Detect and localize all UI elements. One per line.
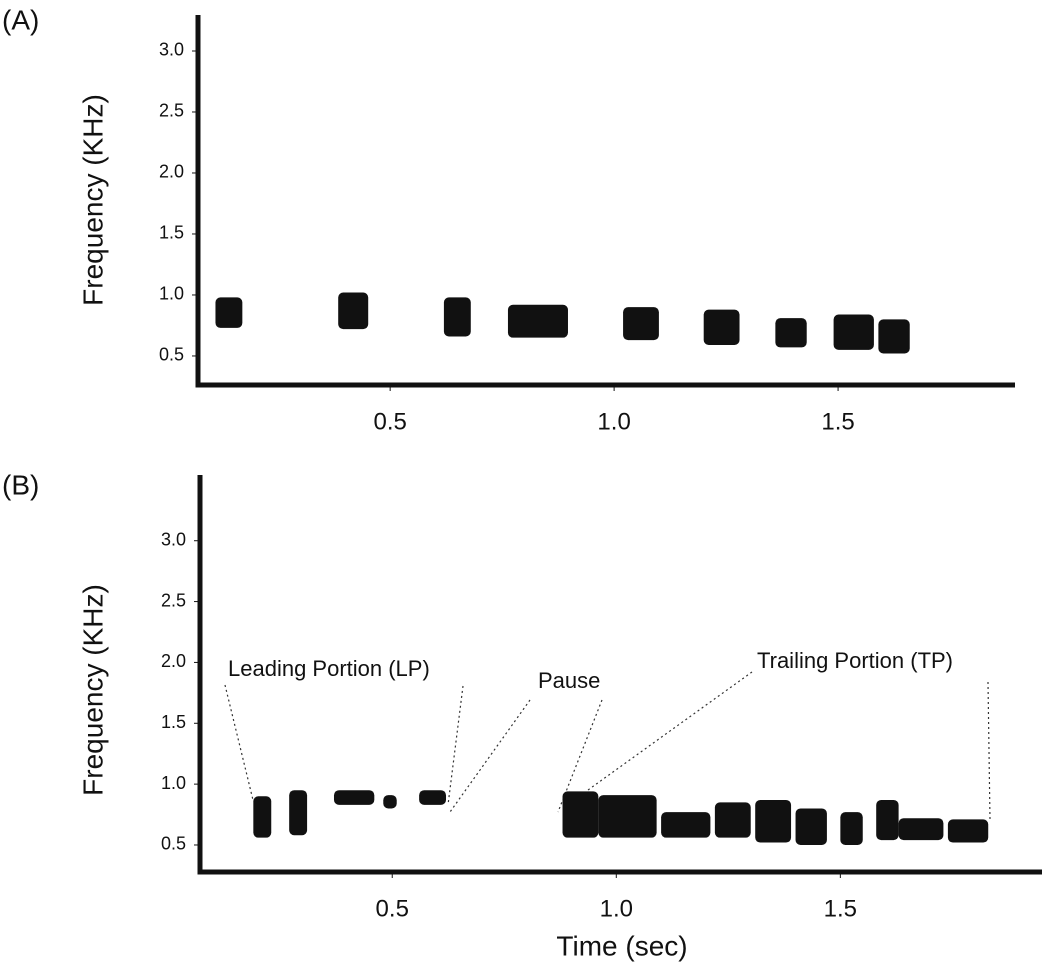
y-tick-label: 1.0 (161, 773, 186, 793)
syllable (947, 819, 989, 843)
syllable (714, 802, 751, 838)
y-axis-label: Frequency (KHz) (77, 584, 108, 796)
x-axis-label: Time (sec) (556, 930, 687, 961)
y-tick-label: 2.0 (159, 162, 184, 182)
y-tick-label: 3.0 (161, 529, 186, 549)
y-tick-label: 1.0 (159, 284, 184, 304)
y-tick-label: 0.5 (161, 834, 186, 854)
y-tick-label: 2.0 (161, 651, 186, 671)
x-tick-label: 1.5 (824, 895, 857, 922)
syllable (755, 799, 792, 843)
y-tick-label: 2.5 (161, 590, 186, 610)
x-tick-label: 0.5 (376, 895, 409, 922)
syllable (833, 314, 874, 350)
syllable (562, 791, 599, 838)
syllable (333, 790, 375, 805)
syllable (383, 795, 397, 809)
x-tick-label: 1.0 (597, 408, 630, 435)
syllable (598, 795, 657, 838)
syllable (338, 292, 369, 330)
syllable (775, 318, 807, 348)
y-tick-label: 2.5 (159, 101, 184, 121)
x-tick-label: 0.5 (373, 408, 406, 435)
x-tick-label: 1.0 (600, 895, 633, 922)
syllable (703, 309, 740, 345)
panel-label: (B) (2, 469, 39, 500)
syllable (661, 812, 711, 838)
annotation: Leading Portion (LP) (228, 656, 430, 681)
syllable (878, 319, 910, 354)
axes (195, 15, 1015, 388)
y-tick-label: 1.5 (161, 712, 186, 732)
syllable (507, 304, 568, 338)
syllable (215, 297, 243, 328)
syllable (898, 818, 944, 841)
y-axis-label: Frequency (KHz) (77, 94, 108, 306)
x-tick-label: 1.5 (821, 408, 854, 435)
annotation: Trailing Portion (TP) (757, 648, 953, 673)
syllable (419, 790, 447, 805)
annotation: Pause (538, 668, 600, 693)
panel-label: (A) (2, 4, 39, 35)
syllable (876, 799, 899, 841)
axes (197, 475, 1042, 875)
syllable (443, 297, 471, 337)
y-tick-label: 0.5 (159, 345, 184, 365)
y-tick-label: 3.0 (159, 40, 184, 60)
syllable (289, 790, 308, 836)
syllable (623, 307, 659, 341)
syllable (795, 808, 827, 845)
syllable (253, 796, 272, 838)
y-tick-label: 1.5 (159, 223, 184, 243)
syllable (840, 812, 863, 845)
